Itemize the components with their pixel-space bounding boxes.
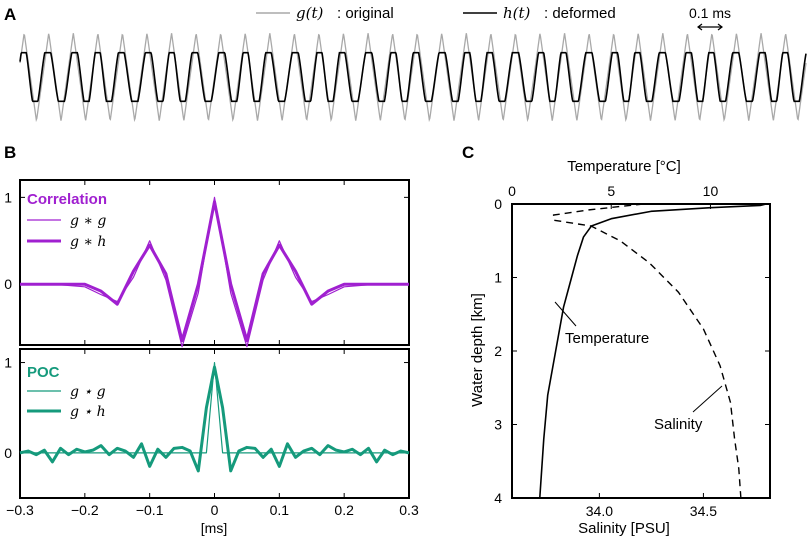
series-original-line: [19, 33, 807, 123]
legend-a-symbol-deformed: h(t): [503, 4, 531, 22]
b-top-title: Correlation: [27, 191, 107, 208]
salinity-leader: [692, 385, 723, 413]
y-tick-label: 4: [494, 490, 502, 506]
panel-b-poc: −0.3 −0.2 −0.1 0 0.1 0.2 0.3 1 0: [4, 348, 419, 518]
y-tick-label: 1: [4, 355, 12, 371]
y-tick-label: 0: [4, 276, 12, 292]
series-deformed-line: [19, 51, 807, 103]
top-x-tick-label: 10: [703, 183, 719, 199]
legend-a-symbol-original: g(t): [296, 4, 323, 22]
panel-label-a: A: [4, 5, 16, 24]
x-tick-label: −0.2: [71, 502, 99, 518]
c-annotation-temperature: Temperature: [565, 330, 649, 347]
b-bottom-legend-gh: g ⋆ h: [70, 404, 106, 420]
b-xlabel: [ms]: [201, 520, 227, 536]
legend-a-text-deformed: : deformed: [544, 5, 616, 22]
x-tick-label: −0.3: [6, 502, 34, 518]
b-bottom-title: POC: [27, 364, 60, 381]
top-x-tick-label: 0: [508, 183, 516, 199]
x-tick-label: 0.1: [270, 502, 290, 518]
y-tick-label: 2: [494, 343, 502, 359]
c-top-axis-label: Temperature [°C]: [567, 158, 681, 175]
c-annotation-salinity: Salinity: [654, 416, 703, 433]
panel-label-b: B: [4, 143, 16, 162]
y-tick-label: 0: [494, 196, 502, 212]
y-tick-label: 1: [4, 189, 12, 205]
b-top-legend-gg: g ∗ g: [70, 213, 106, 229]
series-salinity-line: [552, 203, 742, 499]
bottom-x-tick-label: 34.5: [690, 503, 717, 519]
plot-frame: [511, 203, 771, 499]
series-temperature-line: [538, 203, 767, 499]
c-ylabel: Water depth [km]: [469, 293, 486, 407]
b-bottom-legend-gg: g ⋆ g: [70, 384, 106, 400]
y-tick-label: 1: [494, 270, 502, 286]
panel-label-c: C: [462, 143, 474, 162]
panel-a-waveforms: [19, 33, 807, 123]
scale-bar: [697, 23, 723, 31]
panel-b-correlation: 10: [4, 179, 410, 348]
x-tick-label: 0.3: [399, 502, 419, 518]
scale-bar-label: 0.1 ms: [689, 5, 731, 21]
b-top-legend-gh: g ∗ h: [70, 234, 106, 250]
c-bottom-axis-label: Salinity [PSU]: [578, 520, 670, 537]
y-tick-label: 0: [4, 445, 12, 461]
x-tick-label: −0.1: [136, 502, 164, 518]
series-line-gh: [20, 200, 409, 343]
legend-a-text-original: : original: [337, 5, 394, 22]
temperature-leader: [554, 301, 577, 327]
x-tick-label: 0.2: [334, 502, 354, 518]
top-x-tick-label: 5: [607, 183, 615, 199]
bottom-x-tick-label: 34.0: [586, 503, 613, 519]
series-line-gh: [19, 365, 410, 473]
y-tick-label: 3: [494, 417, 502, 433]
panel-c-profiles: 0 1 2 3 4 0 5 10 34.0 34.5: [494, 183, 771, 519]
x-tick-label: 0: [211, 502, 219, 518]
